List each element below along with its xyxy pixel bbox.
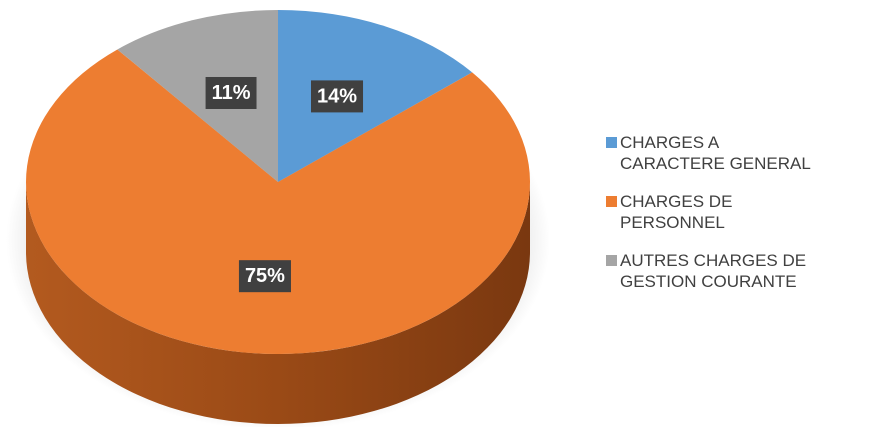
legend-item: CHARGES DE PERSONNEL bbox=[606, 191, 891, 233]
legend-item: CHARGES A CARACTERE GENERAL bbox=[606, 132, 891, 174]
pie-slice bbox=[26, 49, 531, 355]
legend-swatch bbox=[606, 137, 617, 148]
data-label-box bbox=[205, 76, 257, 109]
data-label: 11% bbox=[205, 76, 257, 109]
data-label-text: 14% bbox=[317, 85, 357, 107]
data-label-box bbox=[238, 260, 291, 293]
data-label-text: 11% bbox=[212, 82, 251, 104]
data-label-box bbox=[310, 80, 364, 113]
pie-slice bbox=[117, 10, 278, 182]
legend: CHARGES A CARACTERE GENERAL CHARGES DE PE… bbox=[606, 132, 891, 309]
legend-item: AUTRES CHARGES DE GESTION COURANTE bbox=[606, 250, 891, 292]
legend-swatch bbox=[606, 196, 617, 207]
legend-label: CHARGES DE PERSONNEL bbox=[620, 192, 733, 232]
legend-label: CHARGES A CARACTERE GENERAL bbox=[620, 133, 811, 173]
chart: 14% 75% 11% bbox=[6, 10, 550, 427]
pie: 14% 75% 11% bbox=[26, 10, 531, 424]
pie-slice bbox=[278, 10, 473, 182]
data-label: 75% bbox=[238, 260, 291, 293]
pie-side bbox=[26, 182, 530, 424]
legend-label: AUTRES CHARGES DE GESTION COURANTE bbox=[620, 251, 807, 291]
data-label-text: 75% bbox=[245, 265, 285, 287]
data-label: 14% bbox=[310, 80, 364, 113]
legend-swatch bbox=[606, 255, 617, 266]
